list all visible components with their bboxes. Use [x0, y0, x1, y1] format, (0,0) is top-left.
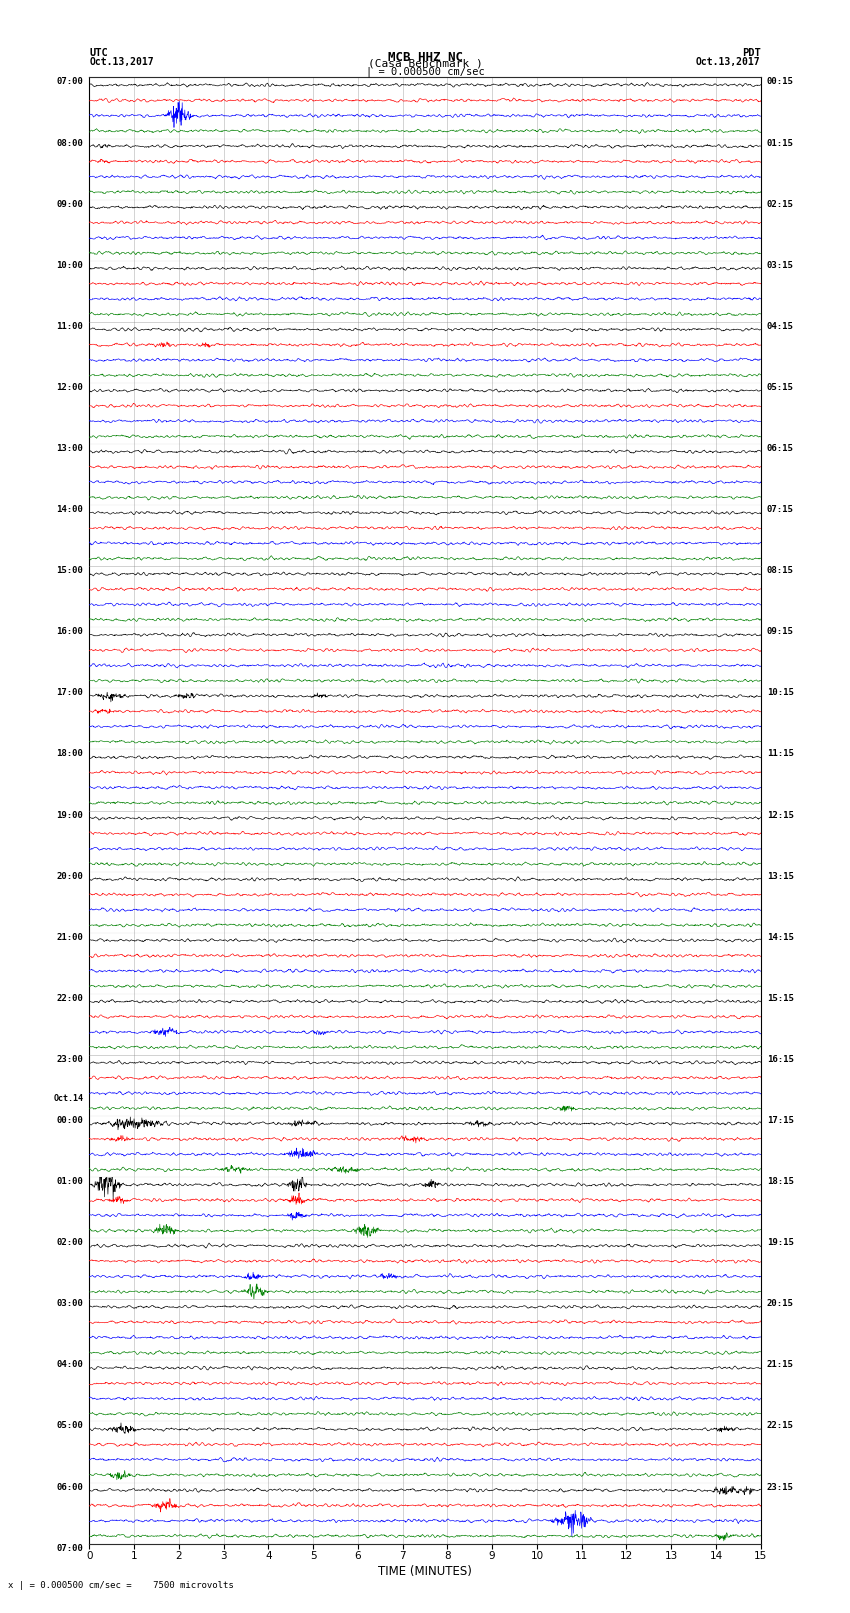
Text: 08:15: 08:15	[767, 566, 794, 576]
Text: 00:15: 00:15	[767, 77, 794, 87]
Text: 07:00: 07:00	[56, 1544, 83, 1553]
Text: 10:15: 10:15	[767, 689, 794, 697]
Text: 07:00: 07:00	[56, 77, 83, 87]
Text: 16:15: 16:15	[767, 1055, 794, 1065]
Text: MCB HHZ NC: MCB HHZ NC	[388, 50, 462, 65]
Text: 13:00: 13:00	[56, 444, 83, 453]
Text: 06:15: 06:15	[767, 444, 794, 453]
Text: (Casa Benchmark ): (Casa Benchmark )	[367, 58, 483, 69]
Text: 12:00: 12:00	[56, 382, 83, 392]
Text: 20:15: 20:15	[767, 1300, 794, 1308]
Text: Oct.13,2017: Oct.13,2017	[696, 56, 761, 66]
Text: 20:00: 20:00	[56, 871, 83, 881]
Text: 11:00: 11:00	[56, 323, 83, 331]
Text: 04:00: 04:00	[56, 1360, 83, 1369]
Text: 16:00: 16:00	[56, 627, 83, 636]
Text: 03:15: 03:15	[767, 261, 794, 269]
Text: x | = 0.000500 cm/sec =    7500 microvolts: x | = 0.000500 cm/sec = 7500 microvolts	[8, 1581, 235, 1590]
Text: UTC: UTC	[89, 47, 108, 58]
Text: 01:00: 01:00	[56, 1177, 83, 1186]
Text: 18:15: 18:15	[767, 1177, 794, 1186]
Text: 10:00: 10:00	[56, 261, 83, 269]
Text: 15:15: 15:15	[767, 994, 794, 1003]
Text: 22:15: 22:15	[767, 1421, 794, 1431]
Text: 19:15: 19:15	[767, 1239, 794, 1247]
X-axis label: TIME (MINUTES): TIME (MINUTES)	[378, 1566, 472, 1579]
Text: 05:00: 05:00	[56, 1421, 83, 1431]
Text: 04:15: 04:15	[767, 323, 794, 331]
Text: 09:00: 09:00	[56, 200, 83, 208]
Text: 17:00: 17:00	[56, 689, 83, 697]
Text: 15:00: 15:00	[56, 566, 83, 576]
Text: 09:15: 09:15	[767, 627, 794, 636]
Text: 05:15: 05:15	[767, 382, 794, 392]
Text: 21:00: 21:00	[56, 932, 83, 942]
Text: 00:00: 00:00	[56, 1116, 83, 1124]
Text: 11:15: 11:15	[767, 750, 794, 758]
Text: 17:15: 17:15	[767, 1116, 794, 1124]
Text: 19:00: 19:00	[56, 811, 83, 819]
Text: 18:00: 18:00	[56, 750, 83, 758]
Text: 07:15: 07:15	[767, 505, 794, 515]
Text: 02:15: 02:15	[767, 200, 794, 208]
Text: 01:15: 01:15	[767, 139, 794, 147]
Text: | = 0.000500 cm/sec: | = 0.000500 cm/sec	[366, 66, 484, 77]
Text: 08:00: 08:00	[56, 139, 83, 147]
Text: 06:00: 06:00	[56, 1482, 83, 1492]
Text: 13:15: 13:15	[767, 871, 794, 881]
Text: 02:00: 02:00	[56, 1239, 83, 1247]
Text: 12:15: 12:15	[767, 811, 794, 819]
Text: 21:15: 21:15	[767, 1360, 794, 1369]
Text: Oct.13,2017: Oct.13,2017	[89, 56, 154, 66]
Text: 14:15: 14:15	[767, 932, 794, 942]
Text: 14:00: 14:00	[56, 505, 83, 515]
Text: 23:15: 23:15	[767, 1482, 794, 1492]
Text: 22:00: 22:00	[56, 994, 83, 1003]
Text: 23:00: 23:00	[56, 1055, 83, 1065]
Text: Oct.14: Oct.14	[54, 1094, 83, 1103]
Text: 03:00: 03:00	[56, 1300, 83, 1308]
Text: PDT: PDT	[742, 47, 761, 58]
